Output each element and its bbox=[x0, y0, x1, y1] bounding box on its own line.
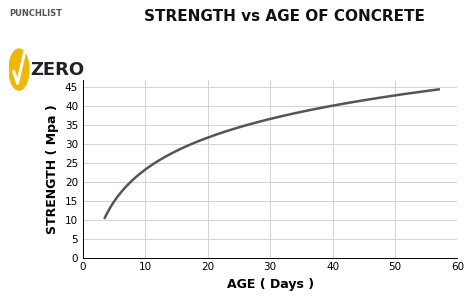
Text: ZERO: ZERO bbox=[30, 61, 84, 78]
Text: STRENGTH vs AGE OF CONCRETE: STRENGTH vs AGE OF CONCRETE bbox=[144, 9, 425, 24]
Text: PUNCHLIST: PUNCHLIST bbox=[9, 9, 63, 18]
Y-axis label: STRENGTH ( Mpa ): STRENGTH ( Mpa ) bbox=[46, 104, 59, 234]
X-axis label: AGE ( Days ): AGE ( Days ) bbox=[227, 278, 314, 291]
Circle shape bbox=[9, 49, 29, 90]
